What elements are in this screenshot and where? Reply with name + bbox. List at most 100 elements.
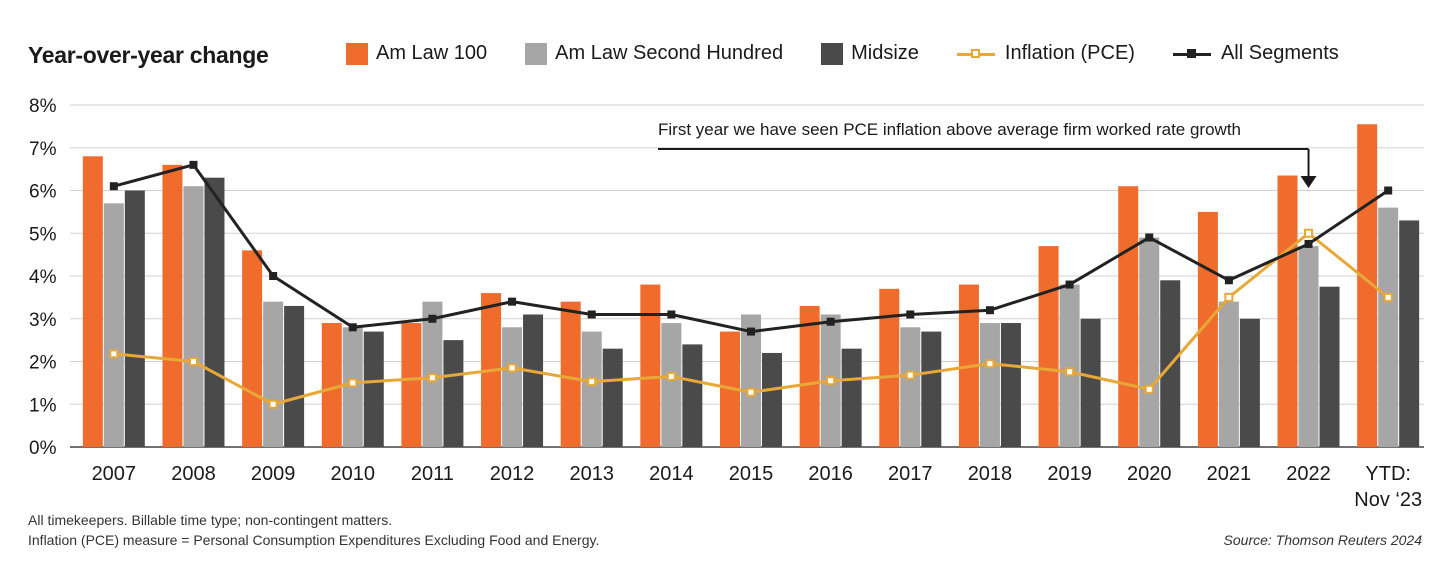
- legend-swatch-inflation-pce: [956, 43, 995, 65]
- x-tick-label: 2013: [569, 463, 614, 485]
- legend-label: Am Law 100: [376, 42, 488, 64]
- bar-am-law-100: [401, 323, 422, 447]
- point-all-segments: [1384, 186, 1393, 195]
- point-all-segments: [747, 327, 755, 336]
- x-axis: 2007 2008 2009 2010 2011 2012 2013 2014 2015 2016…: [92, 463, 1423, 511]
- legend-swatch-midsize: [821, 42, 844, 65]
- x-tick-label: 2007: [92, 463, 137, 485]
- point-inflation-pce: [985, 359, 995, 369]
- bar-am-law-100: [1118, 186, 1139, 447]
- point-inflation-pce: [348, 378, 358, 388]
- x-tick-label: 2018: [968, 463, 1013, 485]
- annotation-text: First year we have seen PCE inflation ab…: [658, 120, 1241, 139]
- point-inflation-pce: [746, 387, 756, 397]
- bar-am-law-second-hundred: [1298, 246, 1319, 447]
- bar-midsize: [1399, 220, 1420, 447]
- bar-midsize: [284, 305, 305, 447]
- point-all-segments: [587, 310, 596, 319]
- bar-am-law-100: [879, 288, 900, 447]
- point-inflation-pce: [268, 399, 278, 409]
- point-inflation-pce: [507, 363, 517, 373]
- y-tick-label: 0%: [29, 438, 57, 459]
- point-inflation-pce: [1144, 384, 1154, 394]
- y-tick-label: 4%: [29, 267, 57, 288]
- x-tick-label: 2016: [808, 463, 853, 485]
- bar-am-law-100: [560, 301, 581, 447]
- point-all-segments: [508, 297, 517, 306]
- legend-item-inflation-pce: Inflation (PCE): [956, 42, 1135, 65]
- bar-midsize: [1080, 318, 1101, 447]
- point-inflation-pce: [188, 357, 198, 366]
- point-inflation-pce: [666, 371, 676, 381]
- footnote-inflation-measure: Inflation (PCE) measure = Personal Consu…: [28, 532, 600, 548]
- line-all-segments: [113, 163, 1390, 334]
- legend-item-am-law-100: Am Law 100: [346, 42, 487, 65]
- legend-item-am-law-second-hundred: Am Law Second Hundred: [525, 42, 783, 65]
- x-tick-label: 2015: [729, 463, 774, 485]
- point-inflation-pce: [109, 349, 119, 359]
- bar-midsize: [523, 314, 544, 447]
- bar-am-law-100: [640, 284, 661, 447]
- bar-am-law-100: [1277, 175, 1298, 447]
- x-tick-label: 2009: [251, 463, 296, 485]
- bar-midsize: [762, 352, 782, 447]
- bar-am-law-second-hundred: [900, 327, 921, 447]
- bar-am-law-100: [1357, 124, 1378, 448]
- bar-am-law-second-hundred: [1059, 284, 1080, 447]
- legend-label: All Segments: [1220, 42, 1339, 64]
- legend-label: Inflation (PCE): [1004, 42, 1135, 64]
- bar-am-law-100: [799, 305, 820, 447]
- point-inflation-pce: [427, 373, 437, 383]
- bar-am-law-second-hundred: [502, 327, 523, 447]
- bar-am-law-100: [1038, 246, 1059, 447]
- bar-series: [82, 124, 1420, 448]
- y-axis: 0% 1% 2% 3% 4% 5% 6% 7% 8%: [29, 96, 57, 459]
- point-inflation-pce: [1304, 228, 1314, 238]
- bar-am-law-100: [242, 250, 263, 447]
- y-tick-label: 6%: [29, 182, 57, 203]
- point-inflation-pce: [1065, 367, 1075, 377]
- bar-midsize: [124, 190, 145, 447]
- bar-am-law-second-hundred: [1218, 301, 1239, 447]
- x-tick-label: 2010: [331, 463, 376, 485]
- point-all-segments: [1224, 276, 1233, 285]
- bar-am-law-second-hundred: [183, 186, 204, 447]
- point-all-segments: [348, 323, 357, 332]
- bar-midsize: [1000, 323, 1021, 447]
- bar-am-law-second-hundred: [979, 323, 1000, 447]
- bar-am-law-second-hundred: [661, 323, 682, 447]
- point-inflation-pce: [1224, 292, 1234, 302]
- x-tick-label: 2022: [1286, 463, 1331, 485]
- source-credit: Source: Thomson Reuters 2024: [1223, 532, 1422, 548]
- legend-swatch-am-law-second-hundred: [525, 42, 548, 65]
- bar-am-law-second-hundred: [1378, 207, 1399, 447]
- point-all-segments: [428, 314, 437, 323]
- point-all-segments: [109, 182, 118, 191]
- point-inflation-pce: [1383, 292, 1393, 302]
- legend-swatch-all-segments: [1172, 43, 1211, 65]
- bar-am-law-second-hundred: [103, 203, 124, 447]
- x-tick-label: 2021: [1207, 463, 1252, 485]
- x-tick-label: 2017: [888, 463, 933, 485]
- chart-title: Year-over-year change: [28, 42, 269, 68]
- bar-midsize: [1319, 286, 1340, 447]
- legend: Am Law 100 Am Law Second Hundred Midsize…: [346, 42, 1339, 65]
- bar-midsize: [602, 348, 623, 447]
- point-all-segments: [826, 317, 835, 326]
- bar-midsize: [204, 177, 225, 448]
- point-inflation-pce: [826, 376, 836, 386]
- bar-am-law-100: [162, 164, 183, 447]
- point-all-segments: [667, 310, 676, 319]
- x-tick-label: 2012: [490, 463, 535, 485]
- point-all-segments: [906, 310, 915, 319]
- bar-midsize: [682, 344, 703, 447]
- point-all-segments: [269, 272, 278, 280]
- point-all-segments: [189, 160, 198, 169]
- x-tick-label: 2019: [1047, 463, 1092, 485]
- bar-am-law-second-hundred: [741, 314, 761, 447]
- x-tick-label: 2011: [411, 463, 454, 485]
- bar-am-law-second-hundred: [581, 331, 602, 447]
- bar-midsize: [443, 340, 464, 447]
- legend-label: Midsize: [851, 42, 919, 64]
